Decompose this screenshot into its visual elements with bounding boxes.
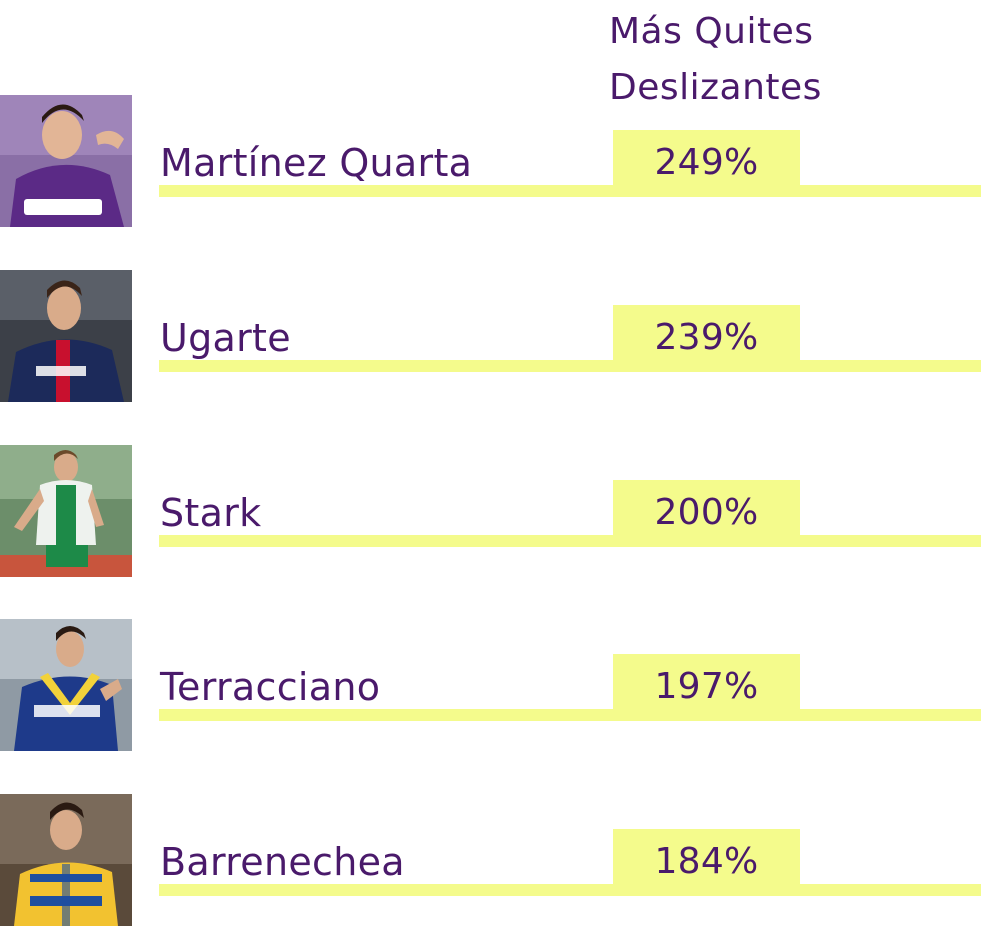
player-photo-graphic	[0, 95, 132, 227]
player-photo-icon	[0, 270, 132, 402]
player-name: Stark	[160, 491, 262, 535]
stat-highlight	[613, 305, 800, 372]
player-name: Ugarte	[160, 316, 291, 360]
stat-highlight	[613, 829, 800, 896]
player-photo-icon	[0, 794, 132, 926]
player-photo-graphic	[0, 445, 132, 577]
row-underline	[159, 535, 981, 547]
player-photo-graphic	[0, 619, 132, 751]
player-row: Terracciano 197%	[0, 619, 981, 751]
player-row: Martínez Quarta 249%	[0, 95, 981, 227]
stat-header-line1: Más Quites	[609, 11, 814, 52]
stat-value: 249%	[654, 142, 759, 183]
stat-value: 200%	[654, 492, 759, 533]
stat-highlight	[613, 130, 800, 197]
player-photo-icon	[0, 619, 132, 751]
player-photo-icon	[0, 95, 132, 227]
player-row: Stark 200%	[0, 445, 981, 577]
player-row: Barrenechea 184%	[0, 794, 981, 926]
player-name: Martínez Quarta	[160, 141, 473, 185]
player-name: Terracciano	[160, 665, 381, 709]
stat-value: 239%	[654, 317, 759, 358]
stat-highlight	[613, 480, 800, 547]
stat-value: 184%	[654, 841, 759, 882]
stat-highlight	[613, 654, 800, 721]
stat-header-line2: Deslizantes	[609, 67, 822, 108]
stat-value: 197%	[654, 666, 759, 707]
stat-header: Más Quites Deslizantes	[609, 4, 909, 116]
player-name: Barrenechea	[160, 840, 405, 884]
player-row: Ugarte 239%	[0, 270, 981, 402]
player-photo-graphic	[0, 794, 132, 926]
player-photo-graphic	[0, 270, 132, 402]
player-photo-icon	[0, 445, 132, 577]
